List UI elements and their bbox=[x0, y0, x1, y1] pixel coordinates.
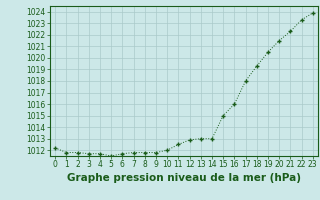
X-axis label: Graphe pression niveau de la mer (hPa): Graphe pression niveau de la mer (hPa) bbox=[67, 173, 301, 183]
